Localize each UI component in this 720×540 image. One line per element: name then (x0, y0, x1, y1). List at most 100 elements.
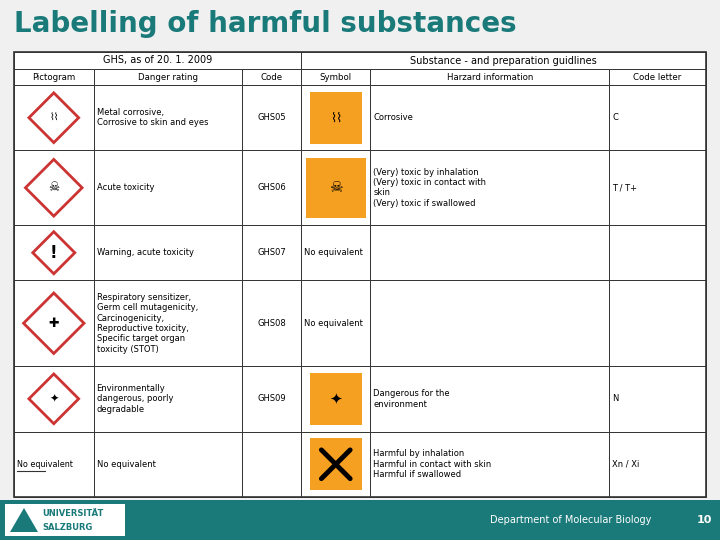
Text: Pictogram: Pictogram (32, 72, 76, 82)
Text: No equivalent: No equivalent (304, 248, 363, 257)
Polygon shape (29, 374, 78, 424)
Text: !: ! (50, 244, 58, 262)
Text: Warning, acute toxicity: Warning, acute toxicity (96, 248, 194, 257)
Bar (14, 280, 94, 366)
Bar (370, 85, 609, 151)
Text: (Very) toxic by inhalation
(Very) toxic in contact with
skin
(Very) toxic if swa: (Very) toxic by inhalation (Very) toxic … (374, 167, 487, 208)
Text: Metal corrosive,
Corrosive to skin and eyes: Metal corrosive, Corrosive to skin and e… (96, 108, 208, 127)
Text: Harzard information: Harzard information (446, 72, 533, 82)
Polygon shape (24, 293, 84, 354)
Text: GHS, as of 20. 1. 2009: GHS, as of 20. 1. 2009 (103, 56, 212, 65)
Text: No equivalent: No equivalent (96, 460, 156, 469)
Bar (243, 431, 301, 497)
Bar (310, 373, 362, 425)
Text: ☠: ☠ (48, 181, 60, 194)
Bar (94, 431, 243, 497)
Bar (0, 500, 720, 540)
Text: Labelling of harmful substances: Labelling of harmful substances (14, 10, 517, 38)
Text: Dangerous for the
environment: Dangerous for the environment (374, 389, 450, 409)
Bar (370, 431, 609, 497)
Bar (301, 225, 370, 280)
Text: GHS07: GHS07 (257, 248, 286, 257)
Bar (14, 52, 706, 497)
Text: Acute toxicity: Acute toxicity (96, 183, 154, 192)
Bar (310, 92, 362, 144)
Text: C: C (612, 113, 618, 122)
Bar (370, 225, 609, 280)
Polygon shape (32, 232, 75, 274)
Text: N: N (612, 394, 618, 403)
Bar (609, 85, 706, 151)
Text: T / T+: T / T+ (612, 183, 637, 192)
Bar (310, 438, 362, 490)
Bar (306, 158, 366, 218)
Text: Danger rating: Danger rating (138, 72, 198, 82)
Text: ✦: ✦ (330, 392, 342, 406)
Text: Respiratory sensitizer,
Germ cell mutagenicity,
Carcinogenicity,
Reproductive to: Respiratory sensitizer, Germ cell mutage… (96, 293, 198, 354)
Text: ⌇⌇: ⌇⌇ (330, 111, 342, 124)
Bar (301, 52, 706, 69)
Text: GHS08: GHS08 (257, 319, 286, 328)
Text: Code: Code (261, 72, 283, 82)
Text: ✚: ✚ (48, 317, 59, 330)
Bar (5, 504, 125, 536)
Bar (370, 280, 609, 366)
Bar (609, 366, 706, 431)
Text: Environmentally
dangerous, poorly
degradable: Environmentally dangerous, poorly degrad… (96, 384, 173, 414)
Text: Substance - and preparation guidlines: Substance - and preparation guidlines (410, 56, 597, 65)
Text: Corrosive: Corrosive (374, 113, 413, 122)
Bar (243, 69, 301, 85)
Bar (14, 431, 94, 497)
Text: ☠: ☠ (329, 180, 343, 195)
Text: Xn / Xi: Xn / Xi (612, 460, 639, 469)
Bar (370, 69, 609, 85)
Text: GHS05: GHS05 (258, 113, 286, 122)
Bar (243, 151, 301, 225)
Text: GHS06: GHS06 (257, 183, 286, 192)
Text: SALZBURG: SALZBURG (42, 523, 92, 532)
Bar (609, 225, 706, 280)
Bar (94, 225, 243, 280)
Text: 10: 10 (697, 515, 712, 525)
Bar (301, 85, 370, 151)
Text: Department of Molecular Biology: Department of Molecular Biology (490, 515, 651, 525)
Bar (301, 431, 370, 497)
Text: UNIVERSITÄT: UNIVERSITÄT (42, 510, 104, 518)
Polygon shape (29, 93, 78, 143)
Text: ⌇⌇: ⌇⌇ (49, 113, 58, 123)
Text: GHS09: GHS09 (258, 394, 286, 403)
Bar (94, 366, 243, 431)
Bar (370, 151, 609, 225)
Bar (94, 151, 243, 225)
Bar (243, 280, 301, 366)
Bar (243, 366, 301, 431)
Bar (14, 366, 94, 431)
Bar (14, 69, 94, 85)
Bar (94, 280, 243, 366)
Bar (609, 69, 706, 85)
Text: Code letter: Code letter (634, 72, 682, 82)
Text: Harmful by inhalation
Harmful in contact with skin
Harmful if swallowed: Harmful by inhalation Harmful in contact… (374, 449, 492, 479)
Bar (14, 225, 94, 280)
Bar (301, 280, 370, 366)
Bar (14, 52, 301, 69)
Text: No equivalent: No equivalent (17, 460, 73, 469)
Bar (14, 85, 94, 151)
Bar (243, 225, 301, 280)
Bar (609, 280, 706, 366)
Bar (301, 69, 370, 85)
Bar (14, 151, 94, 225)
Bar (609, 151, 706, 225)
Text: No equivalent: No equivalent (304, 319, 363, 328)
Text: ✦: ✦ (49, 394, 58, 404)
Bar (301, 151, 370, 225)
Bar (94, 85, 243, 151)
Text: Symbol: Symbol (320, 72, 352, 82)
Bar (243, 85, 301, 151)
Bar (609, 431, 706, 497)
Bar (370, 366, 609, 431)
Bar (301, 366, 370, 431)
Polygon shape (10, 508, 38, 532)
Polygon shape (25, 159, 82, 216)
Bar (94, 69, 243, 85)
